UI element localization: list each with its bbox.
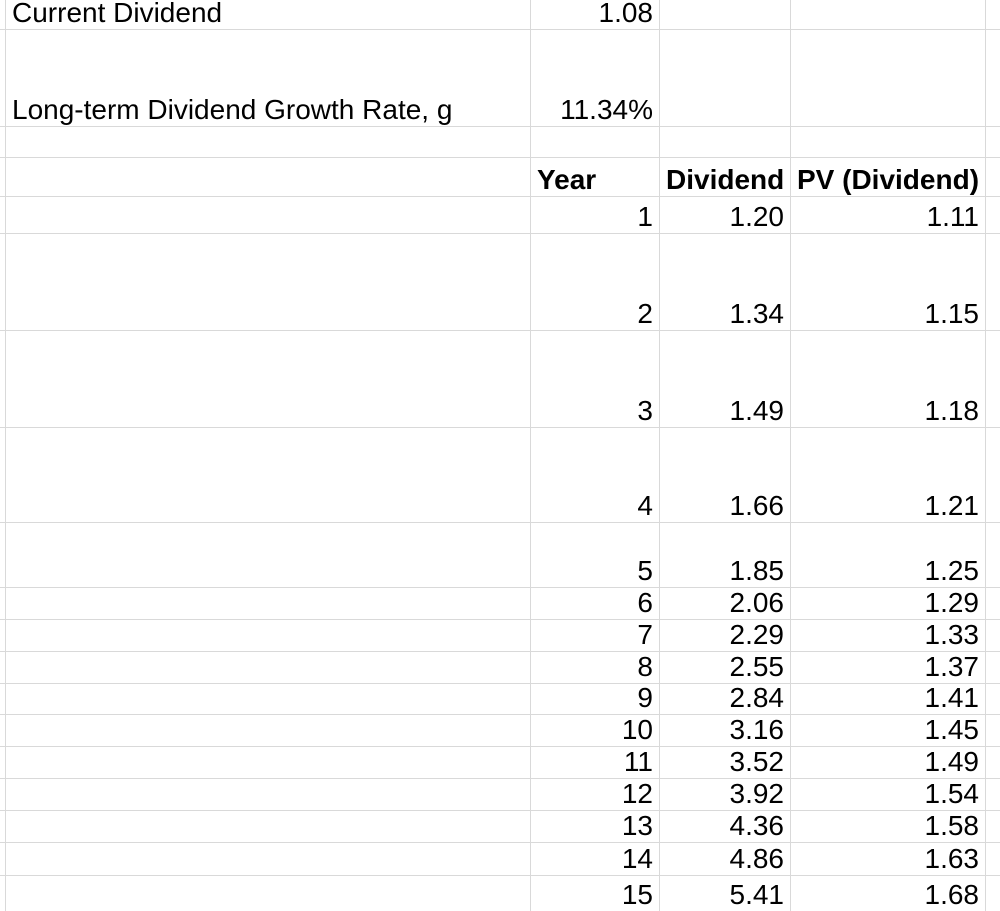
cell-pv-row-8[interactable]: 1.37	[924, 651, 980, 682]
cell-year-row-1[interactable]: 1	[637, 201, 653, 232]
cell-pv-row-15[interactable]: 1.68	[924, 879, 980, 910]
cell-pv-row-12[interactable]: 1.54	[924, 778, 980, 809]
gridline-vertical	[5, 0, 6, 911]
gridline-horizontal	[0, 651, 1000, 652]
cell-dividend-row-7[interactable]: 2.29	[729, 619, 785, 650]
cell-dividend-row-2[interactable]: 1.34	[729, 298, 785, 329]
gridline-horizontal	[0, 810, 1000, 811]
gridline-horizontal	[0, 714, 1000, 715]
gridline-vertical	[530, 0, 531, 911]
gridline-horizontal	[0, 233, 1000, 234]
gridline-horizontal	[0, 126, 1000, 127]
gridline-horizontal	[0, 778, 1000, 779]
cell-dividend-row-9[interactable]: 2.84	[729, 683, 785, 713]
cell-dividend-row-1[interactable]: 1.20	[729, 201, 785, 232]
cell-pv-row-5[interactable]: 1.25	[924, 555, 980, 586]
gridline-horizontal	[0, 29, 1000, 30]
gridline-horizontal	[0, 157, 1000, 158]
cell-dividend-row-4[interactable]: 1.66	[729, 490, 785, 521]
cell-dividend-row-8[interactable]: 2.55	[729, 651, 785, 682]
cell-dividend-row-14[interactable]: 4.86	[729, 843, 785, 874]
gridline-horizontal	[0, 619, 1000, 620]
cell-dividend-row-6[interactable]: 2.06	[729, 587, 785, 618]
cell-pv-row-11[interactable]: 1.49	[924, 746, 980, 777]
gridline-horizontal	[0, 330, 1000, 331]
cell-year-row-7[interactable]: 7	[637, 619, 653, 650]
cell-pv-row-1[interactable]: 1.11	[926, 201, 979, 232]
gridline-vertical	[659, 0, 660, 911]
gridline-horizontal	[0, 842, 1000, 843]
cell-year-row-6[interactable]: 6	[637, 587, 653, 618]
cell-pv-row-14[interactable]: 1.63	[924, 843, 980, 874]
gridline-horizontal	[0, 683, 1000, 684]
gridline-horizontal	[0, 746, 1000, 747]
cell-dividend-row-11[interactable]: 3.52	[729, 746, 785, 777]
cell-year-row-14[interactable]: 14	[621, 843, 653, 874]
cell-pv-row-2[interactable]: 1.15	[924, 298, 980, 329]
cell-pv-row-10[interactable]: 1.45	[924, 714, 980, 745]
cell-year-row-13[interactable]: 13	[621, 810, 653, 841]
cell-dividend-row-5[interactable]: 1.85	[729, 555, 785, 586]
gridline-vertical	[985, 0, 986, 911]
cell-year-row-2[interactable]: 2	[637, 298, 653, 329]
gridline-horizontal	[0, 196, 1000, 197]
gridline-horizontal	[0, 587, 1000, 588]
cell-growth-rate-label[interactable]: Long-term Dividend Growth Rate, g	[12, 94, 453, 125]
gridline-horizontal	[0, 427, 1000, 428]
gridline-horizontal	[0, 875, 1000, 876]
cell-pv-row-3[interactable]: 1.18	[924, 395, 980, 426]
cell-year-row-4[interactable]: 4	[637, 490, 653, 521]
header-year[interactable]: Year	[537, 164, 597, 195]
cell-year-row-12[interactable]: 12	[621, 778, 653, 809]
cell-dividend-row-10[interactable]: 3.16	[729, 714, 785, 745]
header-dividend[interactable]: Dividend	[666, 164, 785, 195]
cell-dividend-row-3[interactable]: 1.49	[729, 395, 785, 426]
cell-year-row-5[interactable]: 5	[637, 555, 653, 586]
cell-pv-row-6[interactable]: 1.29	[924, 587, 980, 618]
cell-pv-row-9[interactable]: 1.41	[924, 683, 980, 713]
cell-year-row-3[interactable]: 3	[637, 395, 653, 426]
cell-current-dividend-value[interactable]: 1.08	[598, 0, 654, 28]
cell-year-row-15[interactable]: 15	[621, 879, 653, 910]
cell-dividend-row-13[interactable]: 4.36	[729, 810, 785, 841]
cell-growth-rate-value[interactable]: 11.34%	[560, 94, 653, 125]
cell-year-row-11[interactable]: 11	[623, 746, 653, 777]
gridline-vertical	[790, 0, 791, 911]
cell-pv-row-4[interactable]: 1.21	[924, 490, 980, 521]
cell-current-dividend-label[interactable]: Current Dividend	[12, 0, 223, 28]
gridline-horizontal	[0, 522, 1000, 523]
cell-pv-row-13[interactable]: 1.58	[924, 810, 980, 841]
cell-dividend-row-12[interactable]: 3.92	[729, 778, 785, 809]
cell-year-row-10[interactable]: 10	[621, 714, 653, 745]
cell-year-row-9[interactable]: 9	[637, 683, 653, 713]
cell-pv-row-7[interactable]: 1.33	[924, 619, 980, 650]
cell-year-row-8[interactable]: 8	[637, 651, 653, 682]
header-pv-dividend[interactable]: PV (Dividend)	[797, 164, 980, 195]
cell-dividend-row-15[interactable]: 5.41	[729, 879, 785, 910]
